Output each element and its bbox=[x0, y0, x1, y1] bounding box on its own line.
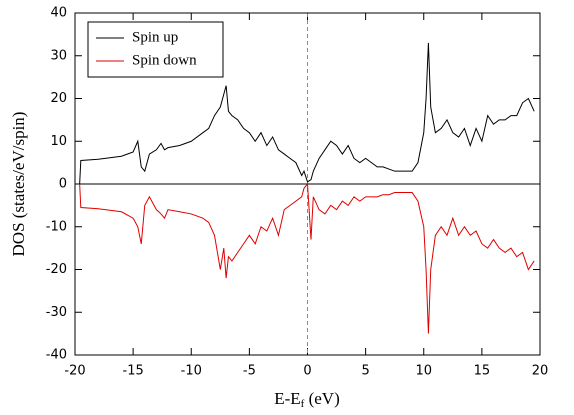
series-line bbox=[79, 42, 535, 185]
x-tick-label: -5 bbox=[243, 364, 256, 379]
series-line bbox=[79, 182, 535, 334]
x-tick-label: -20 bbox=[64, 364, 85, 379]
x-tick-label: 5 bbox=[361, 364, 369, 379]
legend-label: Spin up bbox=[132, 29, 178, 45]
x-axis-label: E-Ef (eV) bbox=[274, 389, 340, 410]
y-tick-label: -40 bbox=[46, 348, 67, 363]
y-tick-label: 0 bbox=[59, 177, 67, 192]
y-axis-label: DOS (states/eV/spin) bbox=[9, 112, 28, 257]
y-tick-label: -30 bbox=[46, 305, 67, 320]
x-tick-label: -10 bbox=[181, 364, 202, 379]
y-tick-label: 10 bbox=[50, 134, 67, 149]
x-tick-label: 10 bbox=[415, 364, 432, 379]
x-tick-label: -15 bbox=[123, 364, 144, 379]
legend-box bbox=[87, 21, 224, 78]
y-tick-label: -20 bbox=[46, 262, 67, 277]
legend: Spin up Spin down bbox=[87, 21, 224, 78]
x-tick-label: 15 bbox=[474, 364, 491, 379]
y-tick-label: 40 bbox=[50, 6, 67, 21]
y-tick-label: 20 bbox=[50, 91, 67, 106]
x-tick-label: 20 bbox=[532, 364, 549, 379]
plot-frame bbox=[74, 12, 541, 356]
y-tick-label: 30 bbox=[50, 48, 67, 63]
legend-label: Spin down bbox=[132, 52, 197, 68]
x-tick-label: 0 bbox=[303, 364, 311, 379]
y-tick-label: -10 bbox=[46, 219, 67, 234]
